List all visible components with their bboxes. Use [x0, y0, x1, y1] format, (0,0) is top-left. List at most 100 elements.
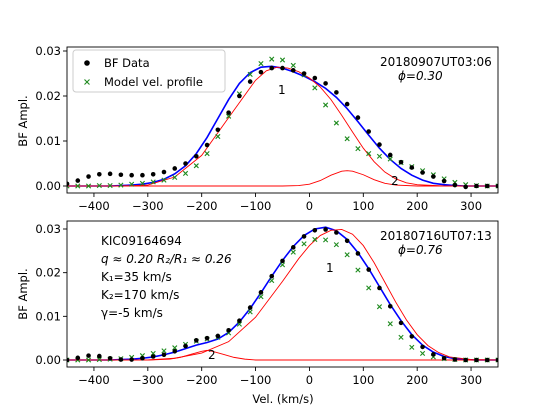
- bottom-data-point: [86, 353, 91, 358]
- top-model-point: [258, 61, 264, 67]
- top-model-point: [355, 146, 361, 152]
- bottom-model-point: [161, 348, 167, 354]
- top-data-point: [86, 174, 91, 179]
- bottom-component-line-4: [67, 349, 498, 361]
- top-data-point: [474, 183, 479, 189]
- top-model-point: [107, 182, 113, 189]
- bottom-y-axis-label: BF Ampl.: [16, 268, 30, 319]
- top-y-tick-label: 0.01: [35, 134, 61, 148]
- bottom-data-point: [484, 357, 490, 363]
- param-gamma: γ=-5 km/s: [101, 306, 163, 320]
- top-data-point: [194, 154, 199, 159]
- param-mass-ratio: q ≈ 0.20 R₂/R₁ ≈ 0.26: [101, 252, 232, 266]
- bottom-model-point: [301, 241, 307, 247]
- bottom-data-point: [452, 357, 458, 362]
- top-data-point: [226, 110, 231, 115]
- bottom-data-point: [409, 334, 415, 339]
- legend-label-data: BF Data: [104, 56, 150, 70]
- top-component-1-label: 1: [278, 83, 286, 97]
- bottom-data-point: [107, 355, 113, 361]
- top-model-point: [387, 156, 393, 162]
- bottom-data-point: [431, 352, 436, 357]
- top-model-point: [150, 179, 156, 185]
- param-k2: K₂=170 km/s: [101, 288, 179, 302]
- bottom-y-tick-label: 0.00: [35, 353, 61, 367]
- top-model-point: [204, 151, 210, 157]
- top-model-point: [215, 133, 221, 140]
- bottom-model-point: [419, 350, 426, 357]
- param-k1: K₁=35 km/s: [101, 270, 172, 284]
- top-model-point: [226, 113, 232, 119]
- bottom-model-point: [85, 357, 92, 363]
- top-data-point: [452, 182, 458, 188]
- bottom-data-point: [463, 357, 468, 363]
- star-name-label: KIC09164694: [101, 234, 182, 248]
- top-x-tick-label: −300: [132, 199, 164, 213]
- bottom-data-point: [366, 267, 372, 272]
- bottom-y-tick-label: 0.02: [35, 266, 61, 280]
- bottom-y-tick-label: 0.03: [35, 222, 61, 236]
- legend-marker-model: [84, 79, 90, 85]
- top-y-tick-label: 0.00: [35, 179, 61, 193]
- bottom-data-point: [118, 357, 124, 362]
- legend: BF Data Model vel. profile: [72, 49, 226, 93]
- x-axis-label: Vel. (km/s): [252, 392, 313, 406]
- top-data-point: [463, 184, 468, 190]
- bottom-model-point: [387, 321, 393, 327]
- bottom-plot-area: [67, 226, 498, 363]
- top-axes-frame: [66, 46, 499, 194]
- top-data-point: [67, 181, 70, 187]
- top-data-point: [140, 172, 145, 178]
- top-x-tick-label: −400: [78, 199, 110, 213]
- top-model-point: [129, 181, 135, 187]
- top-data-point: [150, 172, 156, 177]
- top-model-point: [333, 120, 339, 126]
- bottom-data-point: [150, 354, 156, 359]
- top-model-point: [376, 153, 383, 159]
- legend-box: [72, 49, 226, 93]
- top-data-point: [377, 142, 382, 147]
- top-data-point: [334, 90, 339, 95]
- top-data-point: [237, 93, 242, 99]
- bottom-data-point: [495, 357, 498, 363]
- bottom-data-point: [67, 357, 70, 363]
- bottom-model-point: [323, 237, 329, 243]
- top-data-point: [312, 75, 318, 81]
- bottom-model-point: [258, 294, 264, 300]
- bottom-x-tick-label: 300: [460, 373, 482, 387]
- top-y-tick-label: 0.02: [35, 89, 61, 103]
- bottom-model-point: [366, 285, 372, 291]
- top-plot-area: [67, 56, 498, 190]
- top-data-point: [204, 142, 210, 148]
- legend-label-model: Model vel. profile: [104, 75, 203, 89]
- top-model-point: [161, 177, 167, 183]
- bottom-model-point: [279, 262, 286, 268]
- top-data-point: [118, 172, 124, 178]
- bottom-x-tick-label: −200: [186, 373, 218, 387]
- bottom-model-point: [96, 356, 102, 363]
- top-component-line-3: [67, 66, 498, 187]
- bottom-data-point: [323, 227, 328, 232]
- top-x-tick-label: 200: [406, 199, 428, 213]
- top-y-axis-label: BF Ampl.: [16, 95, 30, 146]
- top-panel: −400 −300 −200 −100 0 100 200 300 0.00 0.01 0.02 0.…: [35, 44, 499, 213]
- bottom-x-tick-label: −400: [78, 373, 110, 387]
- bottom-model-point: [247, 309, 253, 315]
- top-data-point: [258, 69, 264, 75]
- top-model-point: [172, 174, 178, 181]
- top-x-tick-label: 300: [460, 199, 482, 213]
- top-data-point: [129, 172, 134, 178]
- top-data-point: [183, 161, 188, 166]
- top-component-2-label: 2: [391, 174, 399, 188]
- bottom-data-point: [237, 318, 242, 324]
- top-model-point: [247, 71, 253, 77]
- bottom-data-point: [290, 245, 296, 250]
- bottom-data-point: [474, 357, 479, 363]
- bottom-data-point: [194, 338, 199, 343]
- top-x-tick-label: 0: [306, 199, 313, 213]
- top-data-point: [172, 166, 178, 171]
- top-data-point: [387, 152, 393, 158]
- top-data-point: [323, 81, 328, 86]
- top-data-point: [441, 178, 447, 184]
